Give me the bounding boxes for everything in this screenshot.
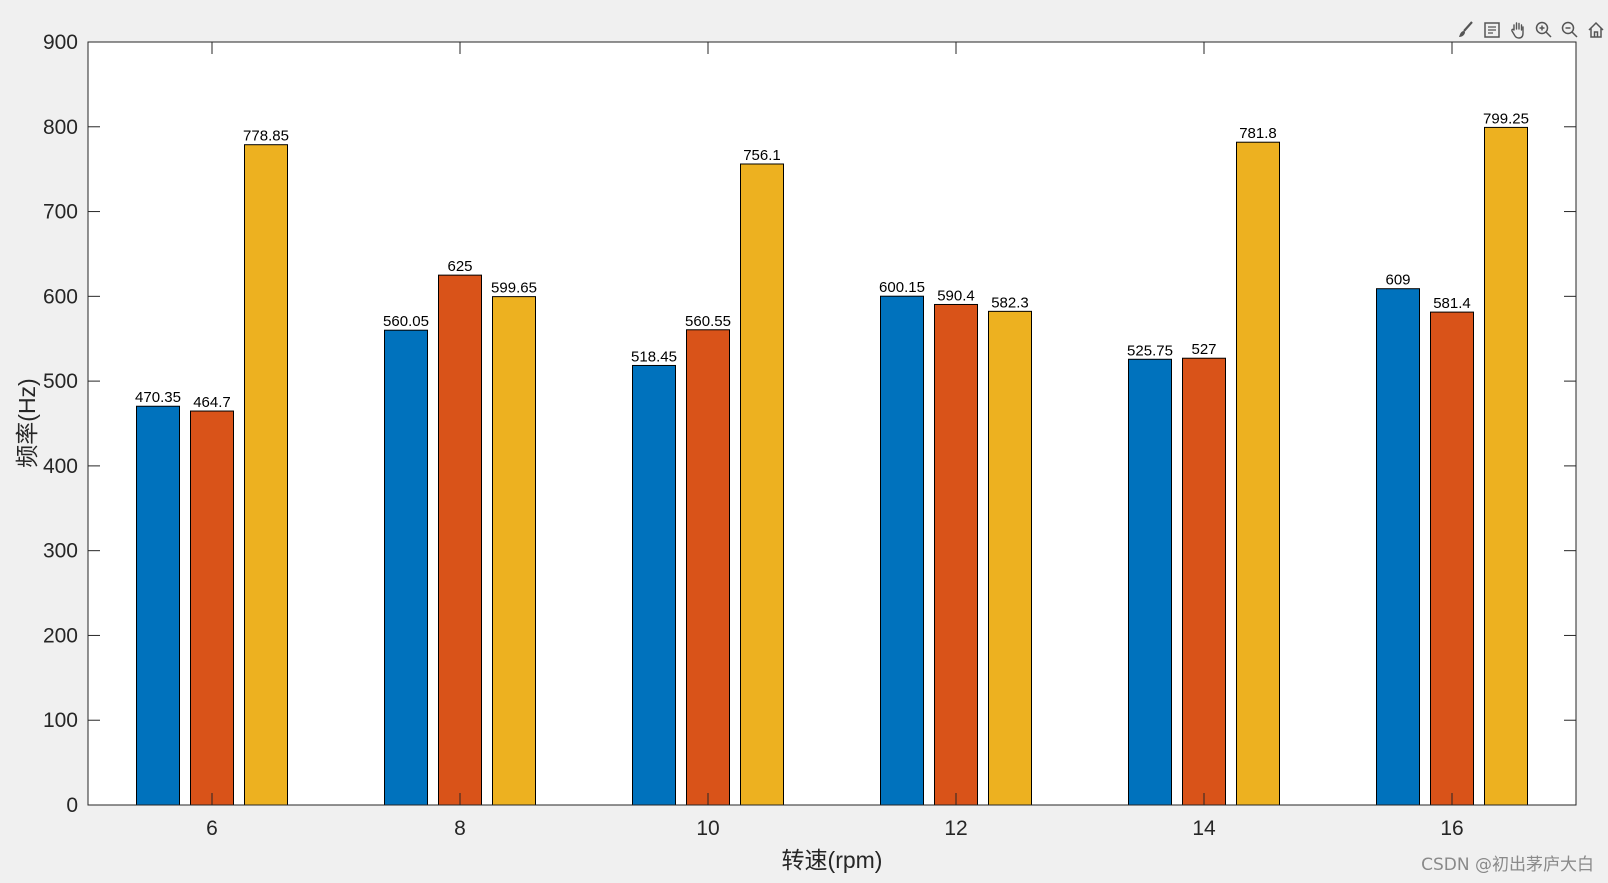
x-tick-label: 14 [1192,817,1216,840]
y-axis-label: 频率(Hz) [14,378,40,467]
y-tick-label: 500 [43,370,78,393]
x-tick-label: 12 [944,817,967,840]
bar-10-s3 [740,163,784,806]
data-label: 470.35 [135,389,181,406]
bars-group [136,126,1528,806]
bar-8-s2 [438,274,482,806]
bar-16-s1 [1376,288,1420,806]
bar-6-s3 [244,144,288,806]
data-label: 625 [447,258,472,275]
bar-labels-group: 470.35 464.7 778.85 560.05 625 599.65 518.45 56… [135,110,1529,411]
axes-toolbar [1454,10,1608,50]
zoom-out-icon [1561,21,1578,38]
bar-16-s2 [1430,311,1474,806]
bar-8-s1 [384,329,428,806]
home-button[interactable] [1584,18,1608,42]
bar-14-s2 [1182,357,1226,806]
data-label: 600.15 [879,279,925,296]
x-tick-labels: 6 8 10 12 14 16 [206,817,1464,840]
pan-button[interactable] [1506,18,1530,42]
bar-12-s1 [880,295,924,806]
data-label: 590.4 [937,287,975,304]
data-label: 781.8 [1239,125,1277,142]
y-tick-label: 100 [43,709,78,732]
y-tick-label: 600 [43,285,78,308]
data-label: 599.65 [491,280,537,297]
data-tips-button[interactable] [1480,18,1504,42]
data-label: 609 [1385,272,1410,289]
bar-10-s1 [632,364,676,806]
bar-12-s2 [934,303,978,806]
plot-frame [87,41,1577,806]
data-label: 778.85 [243,128,289,145]
y-tick-labels: 0 100 200 300 400 500 600 700 800 900 [43,31,78,817]
bar-16-s3 [1484,126,1528,806]
zoom-in-icon [1535,21,1552,38]
bar-14-s3 [1236,141,1280,806]
data-label: 527 [1191,341,1216,358]
y-tick-label: 200 [43,624,78,647]
brush-icon [1459,21,1473,37]
brush-button[interactable] [1454,18,1478,42]
bar-10-s2 [686,329,730,806]
bar-6-s1 [136,405,180,806]
zoom-in-button[interactable] [1532,18,1556,42]
x-tick-label: 10 [696,817,719,840]
bar-14-s1 [1128,358,1172,806]
x-tick-label: 8 [454,817,466,840]
bar-6-s2 [190,410,234,806]
data-label: 581.4 [1433,295,1471,312]
y-tick-label: 900 [43,31,78,54]
data-label: 525.75 [1127,342,1173,359]
x-axis-label: 转速(rpm) [782,847,883,873]
home-icon [1588,21,1604,38]
data-label: 560.55 [685,313,731,330]
x-tick-label: 6 [206,817,218,840]
pan-hand-icon [1511,22,1524,39]
plot-area [88,42,1576,805]
x-tick-label: 16 [1440,817,1463,840]
bar-12-s3 [988,310,1032,806]
watermark: CSDN @初出茅庐大白 [1421,855,1594,875]
y-tick-label: 300 [43,540,78,563]
data-label: 560.05 [383,313,429,330]
y-tick-label: 700 [43,201,78,224]
zoom-out-button[interactable] [1558,18,1582,42]
bar-8-s3 [492,296,536,806]
data-label: 756.1 [743,147,781,164]
y-tick-label: 800 [43,116,78,139]
data-label: 799.25 [1483,110,1529,127]
data-tips-icon [1484,22,1500,38]
data-label: 518.45 [631,348,677,365]
data-label: 464.7 [193,394,231,411]
y-tick-label: 400 [43,455,78,478]
data-label: 582.3 [991,294,1029,311]
y-tick-label: 0 [66,794,78,817]
